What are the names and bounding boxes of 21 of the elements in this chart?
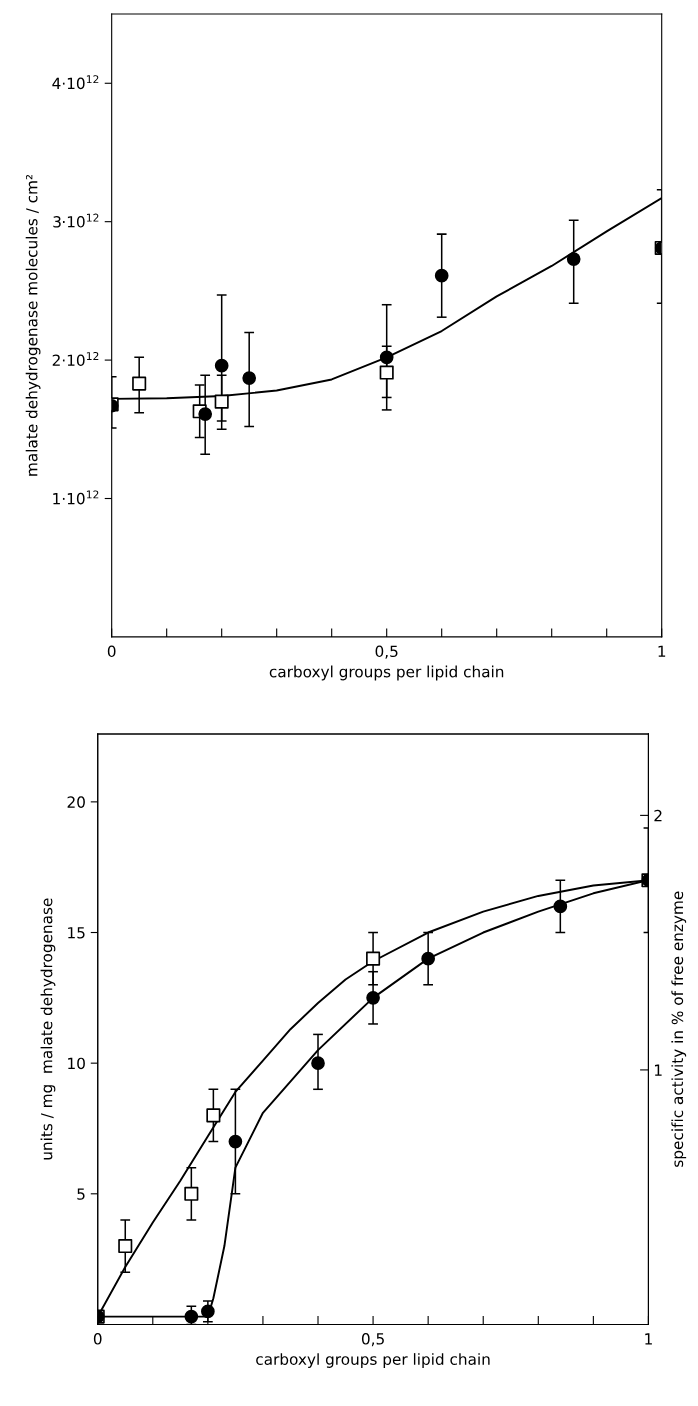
x-axis-title: carboxyl groups per lipid chain [256,1353,490,1368]
x-tick-label: 1 [645,1333,652,1345]
y2-axis-title: specific activity in % of free enzyme [671,891,687,1167]
y-tick-label: 2·10$^{12}$ [52,351,99,366]
x-axis-title: carboxyl groups per lipid chain [269,665,504,681]
y-axis-title: units / mg malate dehydrogenase [40,898,56,1160]
y2-tick-label: 1 [654,1064,662,1076]
x-tick-label: 0 [107,645,116,658]
y-tick-label: 20 [67,796,85,808]
y-tick-label: 10 [68,1057,85,1070]
y-tick-label: 15 [68,927,85,939]
y-tick-label: 3·10$^{12}$ [53,213,99,228]
y-tick-label: 5 [77,1188,85,1200]
y-tick-label: 1·10$^{12}$ [53,490,99,505]
x-tick-label: 1 [658,645,666,657]
x-tick-label: 0,5 [375,645,398,659]
y-axis-title: malate dehydrogenase molecules / cm² [25,174,41,476]
y2-tick-label: 2 [654,809,662,822]
x-tick-label: 0 [93,1333,102,1345]
y-tick-label: 4·10$^{12}$ [52,75,99,90]
x-tick-label: 0,5 [361,1333,384,1347]
